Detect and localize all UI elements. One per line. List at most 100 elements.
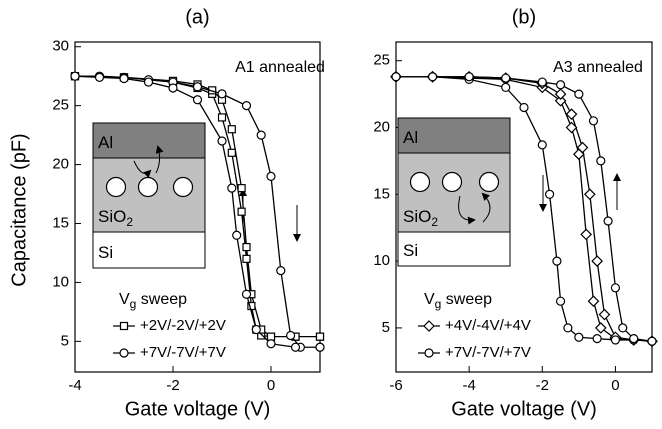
marker-circle bbox=[232, 230, 242, 240]
y-axis-label: Capacitance (pF) bbox=[8, 133, 30, 286]
y-tick-label: 5 bbox=[61, 332, 69, 349]
marker-circle bbox=[391, 72, 401, 82]
marker-circle bbox=[588, 116, 599, 126]
marker-square bbox=[237, 184, 246, 193]
marker-circle bbox=[552, 256, 562, 266]
marker-square bbox=[266, 332, 276, 341]
plot-frame bbox=[74, 41, 321, 373]
marker-circle bbox=[537, 77, 547, 87]
marker-circle bbox=[574, 89, 584, 99]
legend-title-rest: sweep bbox=[441, 291, 492, 308]
marker-circle bbox=[555, 80, 566, 90]
y-tick-label: 15 bbox=[52, 214, 69, 231]
legend-title-main: V bbox=[424, 291, 435, 308]
series-line bbox=[74, 75, 320, 338]
x-axis-label: Gate voltage (V) bbox=[125, 398, 271, 420]
marker-circle bbox=[227, 183, 237, 193]
y-tick-label: 30 bbox=[52, 38, 69, 55]
marker-square bbox=[227, 148, 236, 157]
legend-title-rest: sweep bbox=[136, 291, 187, 308]
inset-label-sub: 2 bbox=[431, 215, 438, 229]
x-tick-label: -4 bbox=[462, 377, 475, 394]
marker-square bbox=[119, 321, 129, 331]
marker-diamond bbox=[565, 108, 578, 120]
legend-label: +7V/-7V/+7V bbox=[140, 344, 226, 361]
y-tick-label: 25 bbox=[52, 97, 69, 114]
marker-circle bbox=[94, 72, 105, 82]
y-tick-label: 10 bbox=[373, 252, 390, 269]
inset-label: Si bbox=[98, 243, 113, 262]
x-tick-label: -4 bbox=[68, 377, 81, 394]
panel-title: (b) bbox=[512, 6, 536, 28]
marker-circle bbox=[241, 101, 252, 111]
marker-diamond bbox=[423, 320, 435, 332]
marker-circle bbox=[119, 73, 129, 84]
y-tick-label: 20 bbox=[52, 156, 69, 173]
legend-title-sub: g bbox=[435, 297, 442, 311]
marker-circle bbox=[217, 136, 227, 146]
marker-circle bbox=[251, 324, 261, 335]
marker-circle bbox=[555, 296, 566, 306]
inset-label: SiO2 bbox=[403, 207, 438, 229]
marker-circle bbox=[424, 348, 434, 358]
legend-title-sub: g bbox=[130, 297, 137, 311]
marker-diamond bbox=[565, 121, 578, 134]
marker-circle bbox=[629, 333, 639, 344]
series-line bbox=[396, 76, 653, 342]
inset-label: Al bbox=[403, 128, 418, 147]
charge-arrow bbox=[155, 145, 164, 174]
marker-circle bbox=[241, 289, 252, 299]
marker-circle bbox=[290, 342, 301, 352]
marker-circle bbox=[168, 83, 178, 93]
marker-diamond bbox=[580, 228, 593, 241]
trap-circle bbox=[172, 176, 194, 198]
inset-layer bbox=[92, 122, 206, 159]
marker-square bbox=[217, 113, 227, 122]
x-tick-label: -2 bbox=[536, 377, 549, 394]
inset-layer bbox=[397, 152, 511, 233]
legend-title-main: V bbox=[119, 291, 130, 308]
marker-circle bbox=[70, 71, 80, 81]
y-tick-label: 5 bbox=[382, 319, 390, 336]
marker-circle bbox=[501, 73, 511, 83]
inset-label: SiO2 bbox=[98, 207, 133, 229]
marker-diamond bbox=[594, 322, 607, 334]
marker-square bbox=[227, 125, 236, 134]
x-tick-label: -2 bbox=[166, 377, 179, 394]
marker-circle bbox=[315, 342, 325, 352]
legend-title: Vg sweep bbox=[424, 291, 492, 311]
marker-circle bbox=[286, 330, 296, 341]
panel-title: (a) bbox=[185, 6, 209, 28]
annotation: A1 annealed bbox=[235, 59, 325, 76]
inset-label-sub: 2 bbox=[126, 215, 133, 229]
inset-layer bbox=[397, 231, 511, 267]
inset-label-text: Si bbox=[98, 243, 113, 262]
annotation: A3 annealed bbox=[553, 59, 643, 76]
marker-circle bbox=[592, 333, 602, 344]
x-tick-label: -6 bbox=[389, 377, 402, 394]
y-tick-label: 15 bbox=[373, 185, 390, 202]
inset-label: Al bbox=[98, 133, 113, 152]
inset-label-text: SiO bbox=[98, 207, 126, 226]
marker-square bbox=[237, 207, 246, 216]
y-tick-label: 25 bbox=[373, 52, 390, 69]
legend-label: +2V/-2V/+2V bbox=[140, 317, 226, 334]
x-tick-label: 0 bbox=[611, 377, 619, 394]
marker-diamond bbox=[583, 188, 596, 201]
marker-diamond bbox=[554, 88, 567, 100]
trap-circle bbox=[409, 171, 431, 193]
marker-circle bbox=[563, 323, 573, 333]
inset-label-text: Al bbox=[403, 128, 418, 147]
plot-frame bbox=[395, 41, 653, 373]
marker-diamond bbox=[554, 94, 567, 107]
legend-title: Vg sweep bbox=[119, 291, 187, 311]
marker-circle bbox=[276, 266, 286, 276]
x-tick-label: 0 bbox=[267, 377, 275, 394]
marker-circle bbox=[618, 323, 628, 333]
marker-circle bbox=[610, 335, 621, 345]
inset-label-text: Si bbox=[403, 241, 418, 260]
marker-circle bbox=[266, 171, 276, 181]
series-line bbox=[74, 75, 320, 348]
trap-circle bbox=[137, 176, 159, 198]
